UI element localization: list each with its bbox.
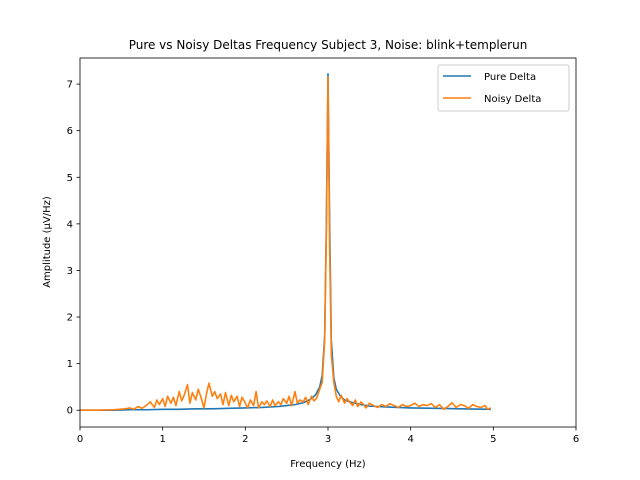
x-tick-label: 0 <box>77 434 83 445</box>
y-tick-label: 3 <box>67 266 73 277</box>
y-tick-label: 5 <box>67 173 73 184</box>
y-tick-label: 1 <box>67 359 73 370</box>
legend-label: Noisy Delta <box>484 94 541 105</box>
legend: Pure Delta Noisy Delta <box>437 64 570 112</box>
series-line-2 <box>80 76 492 412</box>
chart-title: Pure vs Noisy Deltas Frequency Subject 3… <box>129 38 528 52</box>
y-axis-label: Amplitude (μV/Hz) <box>42 196 53 288</box>
series-line-1 <box>80 73 491 412</box>
x-axis-label: Frequency (Hz) <box>290 459 366 470</box>
y-tick-label: 0 <box>67 406 73 417</box>
y-tick-label: 2 <box>67 313 73 324</box>
x-tick-label: 2 <box>242 434 248 445</box>
y-tick-label: 7 <box>67 80 73 91</box>
axes: 0 1 2 3 4 5 6 0 1 2 3 4 5 6 7 <box>67 57 579 445</box>
x-tick-label: 4 <box>407 434 413 445</box>
legend-label: Pure Delta <box>484 72 536 83</box>
x-tick-label: 3 <box>325 434 331 445</box>
plot-area <box>80 73 492 412</box>
x-tick-label: 1 <box>159 434 165 445</box>
y-tick-label: 6 <box>67 126 73 137</box>
x-tick-label: 5 <box>490 434 496 445</box>
x-tick-label: 6 <box>573 434 579 445</box>
y-tick-label: 4 <box>67 219 73 230</box>
